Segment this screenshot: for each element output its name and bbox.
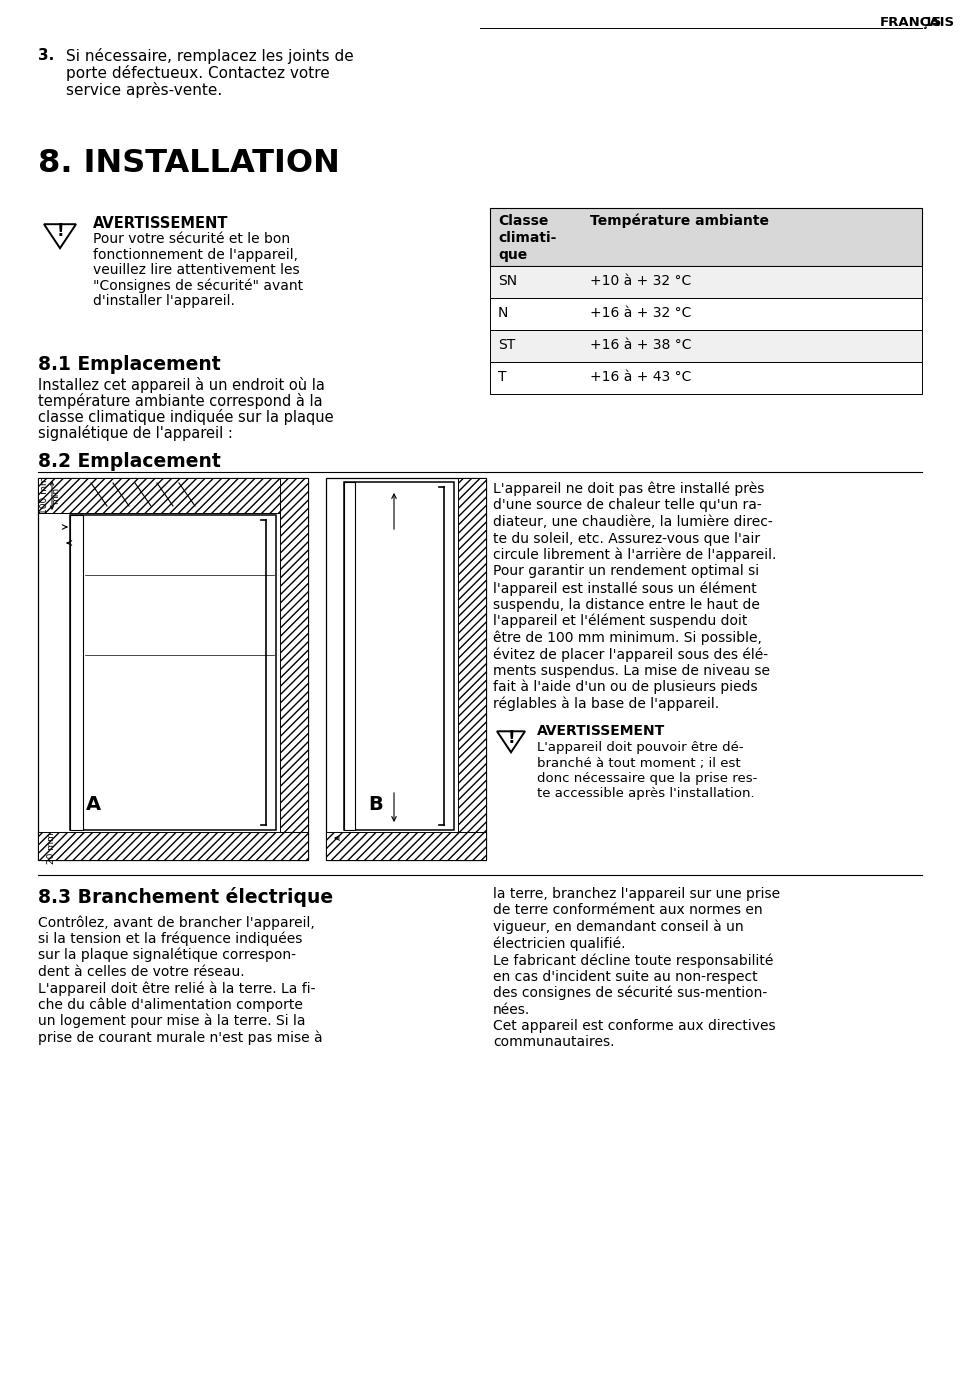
Bar xyxy=(490,330,922,362)
Bar xyxy=(70,515,83,829)
Bar xyxy=(490,298,922,330)
Text: N: N xyxy=(498,307,509,320)
Text: Température ambiante: Température ambiante xyxy=(590,214,769,229)
Text: si la tension et la fréquence indiquées: si la tension et la fréquence indiquées xyxy=(38,932,302,946)
Text: service après-vente.: service après-vente. xyxy=(66,82,223,98)
Text: A: A xyxy=(85,796,101,814)
Text: la terre, branchez l'appareil sur une prise: la terre, branchez l'appareil sur une pr… xyxy=(493,888,780,902)
Text: prise de courant murale n'est pas mise à: prise de courant murale n'est pas mise à xyxy=(38,1031,323,1044)
Bar xyxy=(38,479,308,513)
Text: climati-: climati- xyxy=(498,232,557,245)
Text: veuillez lire attentivement les: veuillez lire attentivement les xyxy=(93,264,300,277)
Text: fait à l'aide d'un ou de plusieurs pieds: fait à l'aide d'un ou de plusieurs pieds xyxy=(493,680,757,695)
Text: réglables à la base de l'appareil.: réglables à la base de l'appareil. xyxy=(493,696,719,712)
Text: 15: 15 xyxy=(924,17,943,29)
Text: signalétique de l'appareil :: signalétique de l'appareil : xyxy=(38,424,233,441)
Bar xyxy=(280,479,308,860)
Text: un logement pour mise à la terre. Si la: un logement pour mise à la terre. Si la xyxy=(38,1014,305,1029)
Text: te du soleil, etc. Assurez-vous que l'air: te du soleil, etc. Assurez-vous que l'ai… xyxy=(493,531,760,545)
Bar xyxy=(70,515,276,829)
Text: 3.: 3. xyxy=(38,49,55,62)
Text: +16 à + 32 °C: +16 à + 32 °C xyxy=(590,307,691,320)
Bar xyxy=(490,362,922,394)
Text: +16 à + 43 °C: +16 à + 43 °C xyxy=(590,370,691,384)
Text: AVERTISSEMENT: AVERTISSEMENT xyxy=(537,724,665,738)
Text: L'appareil doit être relié à la terre. La fi-: L'appareil doit être relié à la terre. L… xyxy=(38,981,316,996)
Bar xyxy=(38,832,308,860)
Text: dent à celles de votre réseau.: dent à celles de votre réseau. xyxy=(38,964,245,978)
Text: !: ! xyxy=(57,222,63,240)
Text: AVERTISSEMENT: AVERTISSEMENT xyxy=(93,216,228,232)
Text: diateur, une chaudière, la lumière direc-: diateur, une chaudière, la lumière direc… xyxy=(493,515,773,528)
Bar xyxy=(344,483,355,829)
Text: nées.: nées. xyxy=(493,1003,530,1017)
Text: en cas d'incident suite au non-respect: en cas d'incident suite au non-respect xyxy=(493,970,757,983)
Bar xyxy=(458,479,486,860)
Text: Pour garantir un rendement optimal si: Pour garantir un rendement optimal si xyxy=(493,565,759,578)
Text: suspendu, la distance entre le haut de: suspendu, la distance entre le haut de xyxy=(493,598,760,612)
Text: Si nécessaire, remplacez les joints de: Si nécessaire, remplacez les joints de xyxy=(66,49,353,64)
Text: sur la plaque signalétique correspon-: sur la plaque signalétique correspon- xyxy=(38,947,296,963)
Text: électricien qualifié.: électricien qualifié. xyxy=(493,936,626,951)
Bar xyxy=(326,832,486,860)
Text: que: que xyxy=(498,248,527,262)
Text: FRANÇAIS: FRANÇAIS xyxy=(880,17,955,29)
Text: Installez cet appareil à un endroit où la: Installez cet appareil à un endroit où l… xyxy=(38,377,324,393)
Text: branché à tout moment ; il est: branché à tout moment ; il est xyxy=(537,756,740,770)
Text: 8.3 Branchement électrique: 8.3 Branchement électrique xyxy=(38,888,333,907)
Text: classe climatique indiquée sur la plaque: classe climatique indiquée sur la plaque xyxy=(38,409,334,424)
Bar xyxy=(38,479,308,860)
Text: 20 mm: 20 mm xyxy=(47,832,57,864)
Text: communautaires.: communautaires. xyxy=(493,1036,614,1050)
Text: L'appareil ne doit pas être installé près: L'appareil ne doit pas être installé prè… xyxy=(493,483,764,497)
Text: +10 à + 32 °C: +10 à + 32 °C xyxy=(590,275,691,288)
Bar xyxy=(326,479,486,860)
Text: 8.1 Emplacement: 8.1 Emplacement xyxy=(38,355,221,374)
Text: température ambiante correspond à la: température ambiante correspond à la xyxy=(38,393,323,409)
Text: +16 à + 38 °C: +16 à + 38 °C xyxy=(590,338,691,352)
Text: d'une source de chaleur telle qu'un ra-: d'une source de chaleur telle qu'un ra- xyxy=(493,498,761,513)
Bar xyxy=(344,483,454,829)
Text: des consignes de sécurité sus-mention-: des consignes de sécurité sus-mention- xyxy=(493,986,767,1000)
Text: ST: ST xyxy=(498,338,516,352)
Text: Classe: Classe xyxy=(498,214,548,227)
Text: évitez de placer l'appareil sous des élé-: évitez de placer l'appareil sous des élé… xyxy=(493,646,768,662)
Text: che du câble d'alimentation comporte: che du câble d'alimentation comporte xyxy=(38,997,302,1013)
Text: te accessible après l'installation.: te accessible après l'installation. xyxy=(537,788,755,800)
Text: ments suspendus. La mise de niveau se: ments suspendus. La mise de niveau se xyxy=(493,663,770,677)
Text: donc nécessaire que la prise res-: donc nécessaire que la prise res- xyxy=(537,773,757,785)
Text: de terre conformément aux normes en: de terre conformément aux normes en xyxy=(493,903,762,917)
Bar xyxy=(490,266,922,298)
Bar xyxy=(490,208,922,266)
Text: porte défectueux. Contactez votre: porte défectueux. Contactez votre xyxy=(66,65,329,80)
Text: Contrôlez, avant de brancher l'appareil,: Contrôlez, avant de brancher l'appareil, xyxy=(38,915,315,929)
Text: Cet appareil est conforme aux directives: Cet appareil est conforme aux directives xyxy=(493,1019,776,1033)
Text: B: B xyxy=(369,796,383,814)
Text: SN: SN xyxy=(498,275,517,288)
Text: d'installer l'appareil.: d'installer l'appareil. xyxy=(93,294,235,308)
Text: 100 mm
min: 100 mm min xyxy=(40,477,60,515)
Text: Le fabricant décline toute responsabilité: Le fabricant décline toute responsabilit… xyxy=(493,953,774,968)
Text: 8. INSTALLATION: 8. INSTALLATION xyxy=(38,148,340,179)
Text: L'appareil doit pouvoir être dé-: L'appareil doit pouvoir être dé- xyxy=(537,741,744,755)
Text: circule librement à l'arrière de l'appareil.: circule librement à l'arrière de l'appar… xyxy=(493,548,777,563)
Text: être de 100 mm minimum. Si possible,: être de 100 mm minimum. Si possible, xyxy=(493,631,762,645)
Text: l'appareil et l'élément suspendu doit: l'appareil et l'élément suspendu doit xyxy=(493,614,748,628)
Text: "Consignes de sécurité" avant: "Consignes de sécurité" avant xyxy=(93,279,303,293)
Text: 8.2 Emplacement: 8.2 Emplacement xyxy=(38,452,221,472)
Text: !: ! xyxy=(507,728,515,746)
Text: fonctionnement de l'appareil,: fonctionnement de l'appareil, xyxy=(93,247,298,262)
Text: l'appareil est installé sous un élément: l'appareil est installé sous un élément xyxy=(493,581,756,595)
Text: Pour votre sécurité et le bon: Pour votre sécurité et le bon xyxy=(93,232,290,245)
Text: T: T xyxy=(498,370,507,384)
Text: vigueur, en demandant conseil à un: vigueur, en demandant conseil à un xyxy=(493,920,744,935)
